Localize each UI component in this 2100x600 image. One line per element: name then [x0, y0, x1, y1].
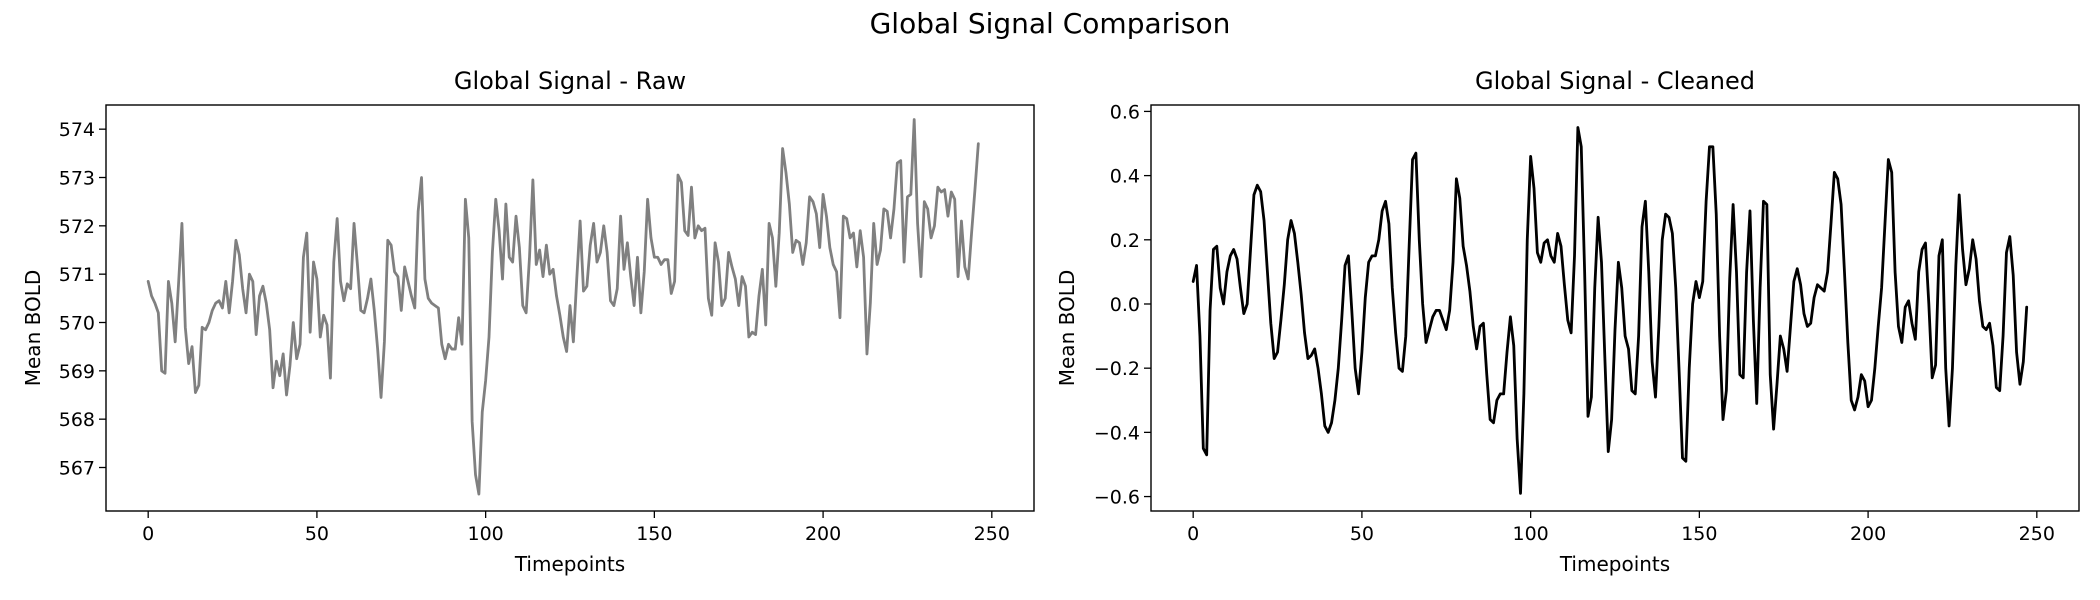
cleaned-ytick-label: 0.2 — [1110, 230, 1140, 252]
raw-signal-line — [146, 118, 980, 496]
raw-xtick-label: 250 — [974, 523, 1010, 545]
raw-panel-ticks: 0 50 100 150 200 250 567 568 569 570 571 572 573 574 — [59, 119, 1010, 545]
cleaned-xtick-label: 200 — [1850, 523, 1886, 545]
cleaned-panel-ticks: 0 50 100 150 200 250 −0.6 −0.4 −0.2 0.0 0.2 0.4 0.6 — [1094, 101, 2055, 545]
cleaned-xtick-label: 100 — [1513, 523, 1549, 545]
cleaned-panel-frame — [1150, 104, 2080, 512]
cleaned-panel-title: Global Signal - Cleaned — [1475, 67, 1755, 95]
raw-panel-title: Global Signal - Raw — [454, 67, 686, 95]
raw-ytick-label: 572 — [59, 216, 95, 238]
raw-ytick-label: 573 — [59, 168, 95, 190]
raw-xtick-label: 200 — [805, 523, 841, 545]
raw-xtick-label: 50 — [305, 523, 329, 545]
cleaned-panel-xlabel: Timepoints — [1559, 552, 1670, 576]
cleaned-ytick-label: −0.6 — [1094, 487, 1140, 509]
raw-panel-frame — [105, 104, 1035, 512]
cleaned-ytick-label: 0.0 — [1110, 294, 1140, 316]
cleaned-panel-ylabel: Mean BOLD — [1055, 270, 1079, 387]
cleaned-xtick-label: 250 — [2019, 523, 2055, 545]
raw-xtick-label: 150 — [636, 523, 672, 545]
raw-ytick-label: 568 — [59, 409, 95, 431]
raw-ytick-label: 574 — [59, 119, 95, 141]
cleaned-signal-line — [1191, 126, 2029, 495]
raw-panel-xlabel: Timepoints — [514, 552, 625, 576]
cleaned-ytick-label: −0.2 — [1094, 358, 1140, 380]
cleaned-xtick-label: 150 — [1681, 523, 1717, 545]
raw-panel-ylabel: Mean BOLD — [21, 270, 45, 387]
raw-signal-panel: Global Signal - Raw Timepoints Mean BOLD… — [21, 67, 1035, 576]
figure-title: Global Signal Comparison — [870, 7, 1231, 40]
raw-xtick-label: 100 — [468, 523, 504, 545]
cleaned-signal-panel: Global Signal - Cleaned Timepoints Mean … — [1055, 67, 2080, 576]
cleaned-ytick-label: 0.4 — [1110, 166, 1140, 188]
cleaned-ytick-label: −0.4 — [1094, 422, 1140, 444]
cleaned-xtick-label: 0 — [1187, 523, 1199, 545]
cleaned-xtick-label: 50 — [1350, 523, 1374, 545]
cleaned-ytick-label: 0.6 — [1110, 101, 1140, 123]
raw-ytick-label: 567 — [59, 458, 95, 480]
raw-ytick-label: 570 — [59, 313, 95, 335]
raw-ytick-label: 569 — [59, 361, 95, 383]
raw-xtick-label: 0 — [142, 523, 154, 545]
raw-ytick-label: 571 — [59, 264, 95, 286]
